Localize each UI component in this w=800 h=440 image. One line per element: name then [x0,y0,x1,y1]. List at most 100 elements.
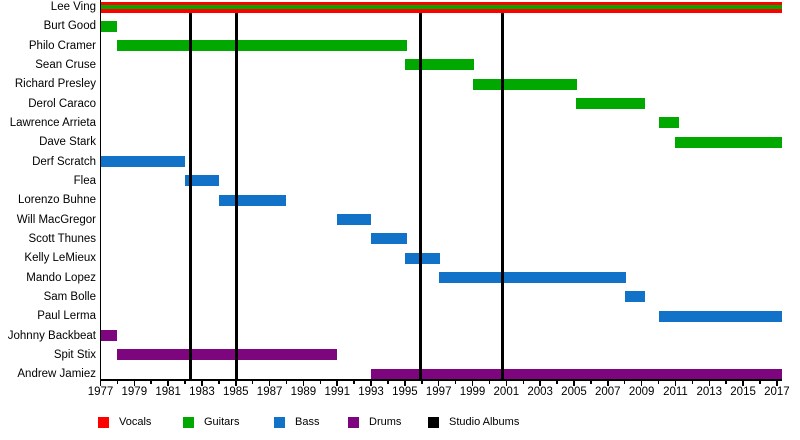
member-period-bar [438,272,627,284]
y-axis-line [99,0,101,381]
member-name: Paul Lerma [37,310,96,323]
axis-tick [268,381,271,386]
member-name: Mando Lopez [26,271,96,284]
member-name: Dave Stark [39,136,96,149]
member-period-bar [675,136,782,148]
axis-tick-label: 1991 [324,386,351,398]
axis-tick [370,381,372,386]
axis-tick-label: 2011 [663,386,688,398]
member-period-bar [185,175,219,187]
axis-tick [218,381,220,384]
axis-tick [421,381,423,384]
studio-album-line [235,13,239,380]
axis-tick [319,381,322,384]
axis-tick [725,381,727,384]
axis-tick-label: 2001 [493,386,520,398]
axis-tick-label: 1977 [87,386,114,398]
member-name: Derol Caraco [28,97,96,110]
member-period-bar [371,233,407,245]
legend-bass-label: Bass [295,416,320,428]
axis-tick [573,381,575,386]
axis-tick [674,381,677,386]
member-period-bar [117,349,338,361]
role-stripe [100,9,782,13]
member-name: Lee Ving [50,1,96,13]
axis-tick-label: 1997 [425,386,452,398]
member-name: Philo Cramer [28,39,96,52]
axis-tick-label: 1983 [189,386,215,398]
axis-tick-label: 2017 [764,386,790,398]
member-name: Lawrence Arrieta [9,116,96,129]
member-name: Johnny Backbeat [7,329,96,342]
axis-tick-label: 1993 [358,386,384,398]
member-period-bar [218,194,287,206]
axis-tick [235,381,237,386]
legend-vocals-swatch [98,417,109,428]
axis-tick [454,381,457,384]
axis-tick [776,381,778,386]
legend-drums-swatch [348,417,359,428]
member-name: Spit Stix [53,348,96,361]
axis-tick [590,381,592,384]
legend-bass-swatch [274,417,285,428]
axis-tick-label: 1989 [290,386,317,398]
axis-tick-label: 1987 [256,386,283,398]
axis-tick [167,381,169,386]
axis-tick [133,381,136,386]
axis-tick-label: 1995 [392,386,418,398]
axis-tick [437,381,440,386]
member-name: Lorenzo Buhne [17,194,96,207]
axis-tick [336,381,338,386]
axis-tick [116,381,119,384]
axis-tick-label: 2009 [628,386,655,398]
member-period-bar [337,214,372,226]
axis-tick-label: 2015 [730,386,756,398]
axis-tick [150,381,152,384]
member-period-bar [371,368,782,380]
axis-tick [353,381,355,384]
member-period-bar [100,330,118,342]
studio-album-line [418,13,422,380]
axis-tick-label: 2007 [595,386,621,398]
member-name: Andrew Jamiez [17,368,96,381]
legend-guitars-label: Guitars [204,416,240,428]
axis-tick-label: 1981 [155,386,181,398]
member-period-bar [575,98,645,110]
axis-tick [302,381,305,386]
axis-tick-label: 1999 [459,386,486,398]
legend-guitars-swatch [183,417,194,428]
axis-tick [488,381,491,384]
axis-tick [657,381,660,384]
axis-tick [387,381,389,384]
axis-tick [251,381,254,384]
member-period-bar [100,20,118,32]
member-period-bar [472,78,578,90]
member-period-bar [404,59,475,71]
axis-tick [505,381,508,386]
axis-tick [539,381,541,386]
axis-tick [742,381,744,386]
member-name: Scott Thunes [28,232,96,245]
x-axis-line [99,379,782,381]
axis-tick-label: 2005 [561,386,587,398]
studio-album-line [189,13,193,380]
axis-tick [607,381,609,386]
axis-tick [285,381,288,384]
member-name: Kelly LeMieux [24,252,96,265]
axis-tick [708,381,710,386]
legend-vocals-label: Vocals [119,416,152,428]
axis-tick [99,381,102,386]
role-stripe [100,1,782,5]
member-name: Will MacGregor [16,213,96,226]
axis-tick [759,381,761,384]
legend-drums-label: Drums [369,416,402,428]
legend-albums-swatch [428,417,439,428]
axis-tick [404,381,406,386]
axis-tick [471,381,474,386]
axis-tick [556,381,558,384]
member-name: Derf Scratch [32,155,96,168]
member-name: Sean Cruse [35,58,96,71]
axis-tick-label: 2013 [696,386,723,398]
